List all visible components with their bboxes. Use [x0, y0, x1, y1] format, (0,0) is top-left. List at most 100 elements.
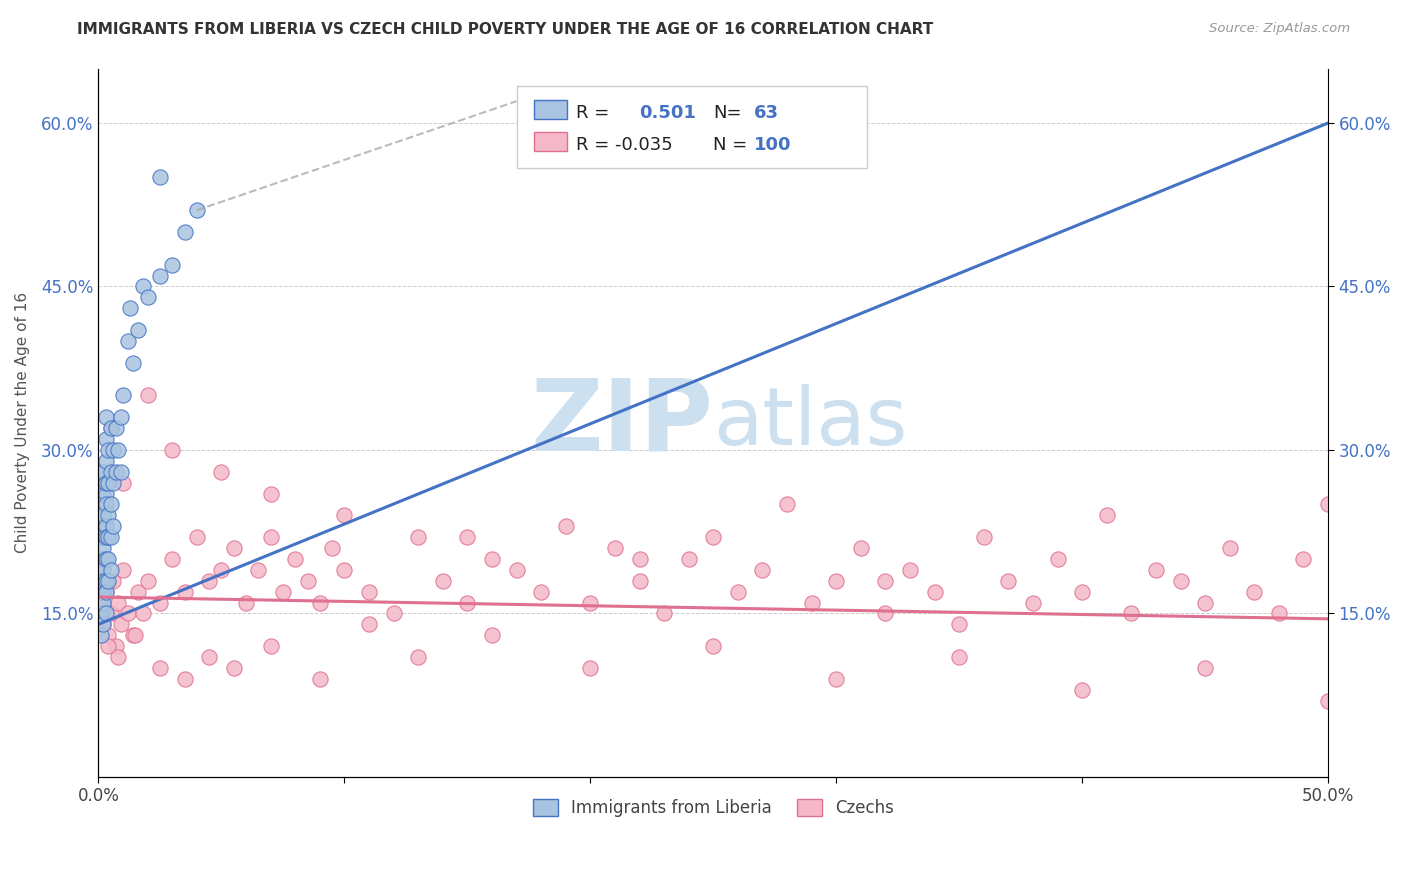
Point: [1317, 693, 1340, 707]
Point: [132, 607, 155, 621]
Point: [751, 563, 773, 577]
Point: [173, 672, 195, 686]
Text: 63: 63: [754, 104, 779, 122]
Point: [948, 617, 970, 632]
Point: [93, 530, 115, 544]
Point: [247, 563, 270, 577]
Point: [100, 563, 122, 577]
Point: [432, 574, 454, 588]
Point: [481, 628, 503, 642]
Point: [94, 530, 117, 544]
Point: [222, 661, 245, 675]
Point: [93, 617, 115, 632]
Point: [198, 650, 221, 665]
Point: [100, 530, 122, 544]
Point: [456, 530, 478, 544]
Point: [973, 530, 995, 544]
Point: [406, 530, 429, 544]
Point: [628, 552, 651, 566]
Point: [198, 574, 221, 588]
Point: [110, 465, 132, 479]
Point: [90, 628, 112, 642]
Text: ZIP: ZIP: [530, 374, 713, 471]
Point: [100, 421, 122, 435]
Point: [1022, 595, 1045, 609]
Point: [1144, 563, 1167, 577]
Point: [93, 519, 115, 533]
Point: [97, 552, 120, 566]
Point: [100, 497, 122, 511]
Point: [825, 672, 848, 686]
Point: [103, 574, 125, 588]
Text: 100: 100: [754, 136, 792, 153]
Point: [94, 486, 117, 500]
Point: [652, 607, 675, 621]
Point: [94, 607, 117, 621]
Point: [97, 508, 120, 523]
Point: [1071, 584, 1094, 599]
Point: [173, 225, 195, 239]
Text: atlas: atlas: [713, 384, 908, 462]
Point: [124, 628, 146, 642]
Point: [112, 475, 135, 490]
Point: [173, 584, 195, 599]
Point: [924, 584, 946, 599]
Point: [456, 595, 478, 609]
Point: [603, 541, 626, 555]
Point: [90, 563, 112, 577]
Point: [162, 442, 184, 457]
Point: [579, 595, 602, 609]
Text: Source: ZipAtlas.com: Source: ZipAtlas.com: [1209, 22, 1350, 36]
Point: [104, 465, 127, 479]
Point: [93, 508, 115, 523]
Point: [259, 639, 281, 653]
Point: [259, 530, 281, 544]
Point: [321, 541, 343, 555]
Text: R =: R =: [575, 104, 609, 122]
Point: [727, 584, 749, 599]
Point: [93, 486, 115, 500]
Point: [702, 639, 724, 653]
Point: [97, 475, 120, 490]
Point: [132, 279, 155, 293]
Point: [90, 530, 112, 544]
Point: [186, 530, 208, 544]
FancyBboxPatch shape: [516, 87, 868, 168]
Point: [1292, 552, 1315, 566]
Point: [117, 334, 139, 348]
Point: [1121, 607, 1143, 621]
Point: [776, 497, 799, 511]
Point: [702, 530, 724, 544]
Point: [90, 465, 112, 479]
Point: [284, 552, 307, 566]
Point: [107, 650, 129, 665]
Point: [93, 617, 115, 632]
Point: [1219, 541, 1241, 555]
Point: [112, 388, 135, 402]
Point: [110, 410, 132, 425]
Text: N=: N=: [713, 104, 742, 122]
Point: [1194, 661, 1216, 675]
Point: [94, 552, 117, 566]
Point: [94, 497, 117, 511]
Point: [93, 465, 115, 479]
Point: [149, 595, 172, 609]
Point: [117, 607, 139, 621]
Point: [94, 410, 117, 425]
Point: [90, 607, 112, 621]
FancyBboxPatch shape: [534, 100, 567, 119]
Point: [579, 661, 602, 675]
Point: [162, 258, 184, 272]
Point: [825, 574, 848, 588]
Point: [127, 584, 149, 599]
Point: [100, 465, 122, 479]
Text: R = -0.035: R = -0.035: [575, 136, 672, 153]
Point: [530, 584, 553, 599]
Point: [1095, 508, 1118, 523]
Point: [136, 290, 159, 304]
Point: [505, 563, 527, 577]
Point: [149, 268, 172, 283]
Point: [1046, 552, 1069, 566]
Point: [94, 454, 117, 468]
Point: [136, 388, 159, 402]
